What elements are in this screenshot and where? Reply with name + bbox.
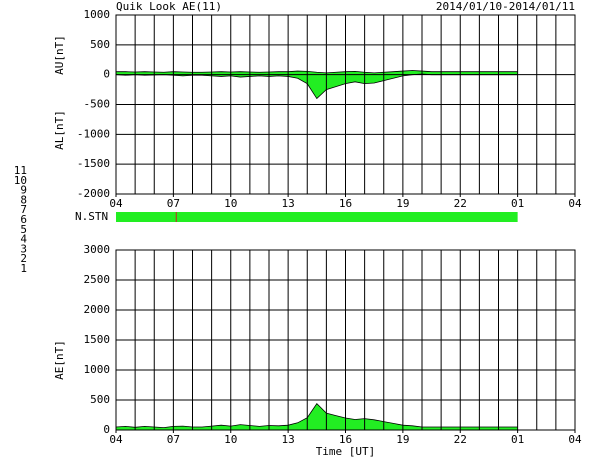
- station-number: 7: [20, 203, 27, 216]
- x-tick-label: 04: [568, 197, 582, 210]
- x-tick-label: 10: [224, 197, 237, 210]
- x-tick-label: 04: [568, 433, 582, 446]
- status-label: N.STN: [75, 210, 108, 223]
- area-line: [116, 70, 518, 74]
- station-number: 3: [20, 242, 27, 255]
- x-tick-label: 16: [339, 197, 352, 210]
- x-tick-label: 01: [511, 197, 524, 210]
- y-tick-label: -1000: [77, 127, 110, 140]
- x-tick-label: 10: [224, 433, 237, 446]
- x-tick-label: 01: [511, 433, 524, 446]
- y-tick-label: -1500: [77, 157, 110, 170]
- y-tick-label: -2000: [77, 187, 110, 200]
- x-tick-label: 19: [396, 197, 409, 210]
- station-number: 5: [20, 223, 27, 236]
- y-tick-label: 2500: [84, 273, 111, 286]
- y-axis-label: AL[nT]: [53, 110, 66, 150]
- station-number: 10: [14, 174, 27, 187]
- y-tick-label: -500: [84, 98, 111, 111]
- y-tick-label: 2000: [84, 303, 111, 316]
- y-tick-label: 0: [103, 423, 110, 436]
- y-axis-label: AE[nT]: [53, 340, 66, 380]
- y-tick-label: 1500: [84, 333, 111, 346]
- x-tick-label: 04: [109, 197, 123, 210]
- x-tick-label: 22: [454, 433, 467, 446]
- area-fill: [116, 74, 518, 99]
- area-line: [115, 402, 518, 429]
- x-tick-label: 22: [454, 197, 467, 210]
- y-tick-label: 3000: [84, 243, 111, 256]
- x-tick-label: 19: [396, 433, 409, 446]
- chart-title: Quik Look AE(11): [116, 0, 222, 13]
- x-tick-label: 07: [167, 433, 180, 446]
- y-tick-label: 1000: [84, 363, 111, 376]
- status-bar: [116, 212, 518, 222]
- station-number: 6: [20, 213, 27, 226]
- plot-frame: [115, 249, 576, 431]
- y-tick-label: 500: [90, 393, 110, 406]
- y-tick-label: 1000: [84, 8, 111, 21]
- y-tick-label: 0: [103, 68, 110, 81]
- station-number: 8: [20, 193, 27, 206]
- x-tick-label: 16: [339, 433, 352, 446]
- station-number: 11: [14, 164, 27, 177]
- station-number: 4: [20, 233, 27, 246]
- area-fill: [116, 403, 518, 430]
- x-tick-label: 13: [282, 433, 295, 446]
- y-axis-label: AU[nT]: [53, 35, 66, 75]
- station-number: 1: [20, 262, 27, 275]
- x-tick-label: 04: [109, 433, 123, 446]
- x-tick-label: 07: [167, 197, 180, 210]
- y-tick-label: 500: [90, 38, 110, 51]
- station-number: 9: [20, 184, 27, 197]
- plot-frame: [115, 14, 576, 195]
- station-number: 2: [20, 252, 27, 265]
- x-axis-label: Time [UT]: [316, 445, 376, 458]
- date-range: 2014/01/10-2014/01/11: [436, 0, 575, 13]
- x-tick-label: 13: [282, 197, 295, 210]
